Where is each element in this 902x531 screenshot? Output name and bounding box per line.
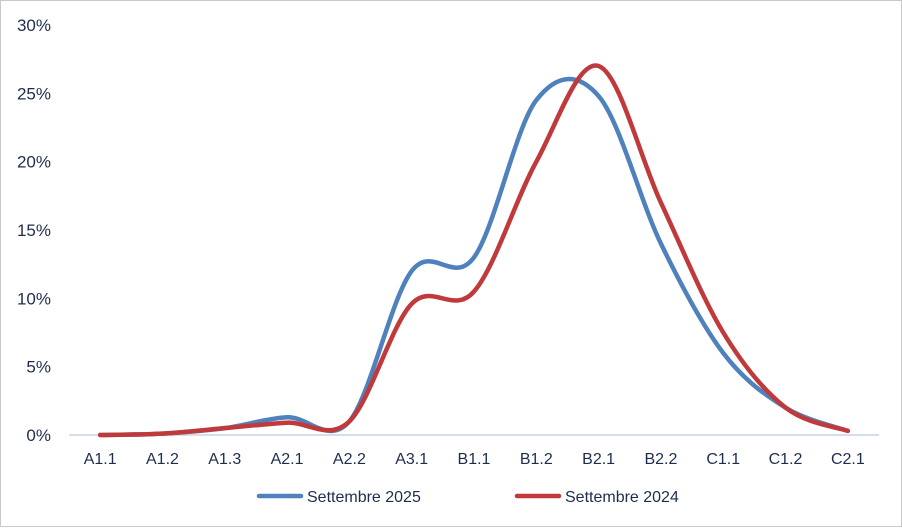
y-tick-label: 20% xyxy=(17,153,51,172)
x-tick-label: A1.1 xyxy=(84,451,117,468)
legend-label-2: Settembre 2024 xyxy=(565,489,679,506)
legend: Settembre 2025 Settembre 2024 xyxy=(256,489,679,506)
y-tick-label: 5% xyxy=(26,358,51,377)
x-axis-ticks: A1.1 A1.2 A1.3 A2.1 A2.2 A3.1 B1.1 B1.2 B2.1 B2.2… xyxy=(84,451,865,468)
x-tick-label: B2.1 xyxy=(582,451,615,468)
x-tick-label: C1.2 xyxy=(769,451,803,468)
x-tick-label: B1.1 xyxy=(458,451,491,468)
y-tick-label: 10% xyxy=(17,289,51,308)
series-line-1 xyxy=(97,76,851,438)
x-tick-label: C2.1 xyxy=(831,451,865,468)
x-tick-label: C1.1 xyxy=(706,451,740,468)
y-tick-label: 15% xyxy=(17,221,51,240)
series-lines xyxy=(97,63,851,438)
x-tick-label: A1.2 xyxy=(146,451,179,468)
y-tick-label: 25% xyxy=(17,84,51,103)
x-tick-label: A1.3 xyxy=(208,451,241,468)
x-tick-label: B2.2 xyxy=(644,451,677,468)
y-tick-label: 30% xyxy=(17,16,51,35)
x-tick-label: B1.2 xyxy=(520,451,553,468)
y-tick-label: 0% xyxy=(26,426,51,445)
x-tick-label: A2.2 xyxy=(333,451,366,468)
x-tick-label: A3.1 xyxy=(395,451,428,468)
legend-label-1: Settembre 2025 xyxy=(307,489,421,506)
x-tick-label: A2.1 xyxy=(271,451,304,468)
y-axis-ticks: 0% 5% 10% 15% 20% 25% 30% xyxy=(17,16,51,445)
series-line-2 xyxy=(97,63,851,438)
